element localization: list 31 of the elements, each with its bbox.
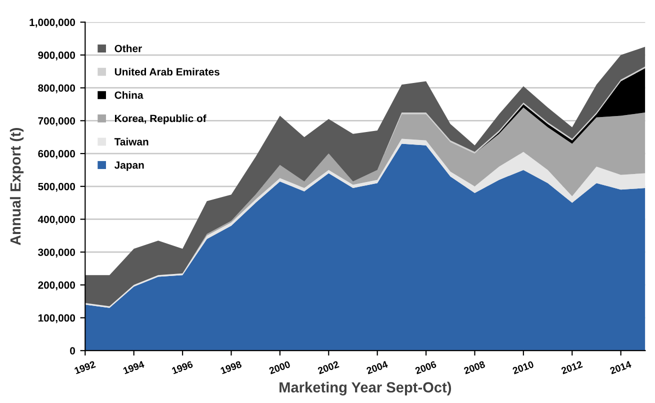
- y-tick-label: 1,000,000: [30, 18, 76, 28]
- y-tick-label: 100,000: [38, 314, 76, 324]
- x-tick-label: 1998: [220, 360, 242, 374]
- legend-label: United Arab Emirates: [114, 68, 220, 76]
- x-tick-label: 1994: [122, 360, 145, 374]
- y-tick-label: 600,000: [38, 150, 76, 159]
- x-tick-label: 2010: [512, 360, 534, 374]
- legend-label: Japan: [114, 161, 144, 171]
- x-axis-title: Marketing Year Sept-Oct): [280, 382, 452, 396]
- legend-label: Korea, Republic of: [115, 114, 206, 124]
- legend-label: Taiwan: [114, 138, 148, 146]
- y-axis-title: Annual Export (t): [10, 128, 24, 246]
- x-tick-label: 2002: [317, 360, 340, 374]
- x-tick-label: 2006: [414, 360, 437, 374]
- legend-label: China: [114, 91, 144, 99]
- y-tick-label: 700,000: [38, 117, 76, 126]
- y-tick-label: 200,000: [38, 281, 76, 290]
- x-tick-label: 1992: [74, 360, 96, 374]
- legend-label: Other: [114, 44, 142, 52]
- x-tick-label: 2012: [560, 360, 583, 374]
- x-tick-label: 2000: [268, 360, 291, 374]
- y-tick-label: 300,000: [38, 248, 76, 258]
- y-tick-label: 900,000: [38, 52, 76, 60]
- y-tick-label: 0: [70, 347, 75, 354]
- x-tick-label: 1996: [172, 360, 194, 374]
- y-tick-label: 400,000: [38, 216, 76, 225]
- y-tick-label: 500,000: [38, 182, 76, 192]
- x-tick-label: 2014: [610, 360, 632, 374]
- x-tick-label: 2008: [463, 360, 486, 374]
- y-tick-label: 800,000: [38, 84, 76, 94]
- x-tick-label: 2004: [366, 360, 388, 374]
